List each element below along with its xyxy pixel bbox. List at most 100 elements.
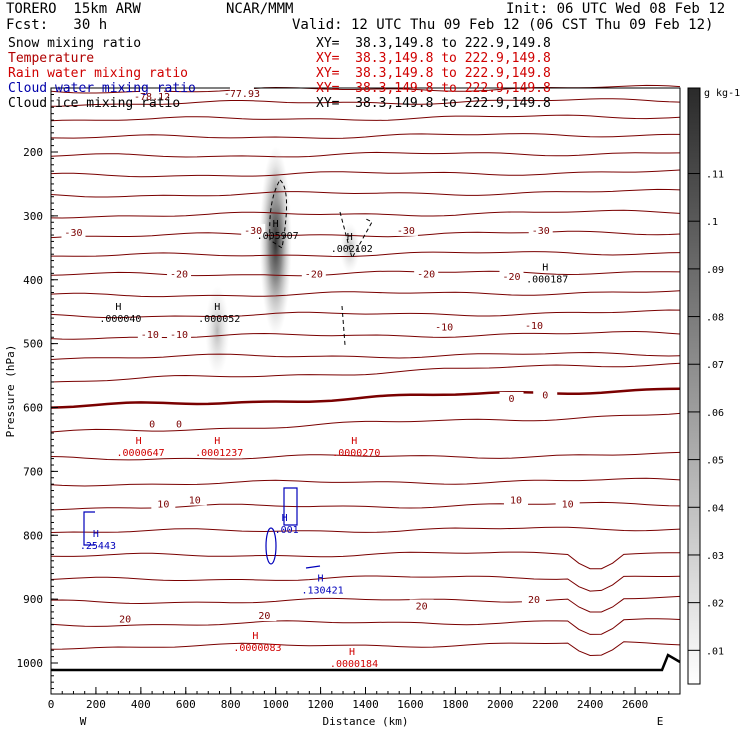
model-title: TORERO 15km ARW (6, 1, 141, 17)
isotherm-25 (50, 618, 681, 635)
colorbar-tick-label-5: .06 (706, 408, 724, 419)
x-tick-label-11: 2200 (532, 698, 559, 711)
x-tick-label-6: 1200 (307, 698, 334, 711)
isotherm-label-18: 10 (157, 499, 169, 510)
snow-max-marker-0: H (273, 219, 279, 230)
y-tick-label-0: 200 (23, 146, 43, 159)
x-tick-label-4: 800 (221, 698, 241, 711)
rain-max-marker-0: H (136, 436, 142, 447)
center-name: NCAR/MMM (226, 1, 294, 17)
colorbar-tick-label-8: .09 (706, 265, 724, 276)
y-axis-title: Pressure (hPa) (4, 345, 17, 438)
cloud-water-contour-1 (283, 487, 298, 526)
y-tick-label-7: 900 (23, 593, 43, 606)
valid-time: Valid: 12 UTC Thu 09 Feb 12 (06 CST Thu … (292, 17, 714, 33)
colorbar-tick-label-3: .04 (706, 503, 724, 514)
isotherm-label-1: -77.93 (224, 89, 260, 100)
isotherm-7 (50, 209, 681, 219)
isotherm-26 (50, 641, 681, 657)
snow-max-value-3: .000040 (99, 314, 141, 325)
isotherm-label-20: 10 (510, 495, 522, 506)
snow-shading-2 (205, 285, 230, 376)
rain-max-value-3: .0000083 (233, 643, 281, 654)
x-tick-label-10: 2000 (487, 698, 514, 711)
isotherm-15 (50, 362, 681, 383)
isotherm-label-21: 10 (562, 499, 574, 510)
isotherm-label-6: -20 (170, 269, 188, 280)
x-axis-title: Distance (km) (322, 715, 408, 728)
isotherm-label-10: -10 (141, 330, 159, 341)
isotherm-23 (50, 575, 681, 592)
isotherm-21 (50, 526, 681, 533)
field-name-1: Temperature (8, 51, 95, 66)
snow-max-value-4: .000052 (198, 314, 240, 325)
snow-max-marker-3: H (115, 302, 121, 313)
colorbar-tick-label-4: .05 (706, 456, 724, 467)
isotherm-9 (51, 251, 681, 258)
rain-max-marker-2: H (351, 436, 357, 447)
cloud-water-contour-3 (305, 565, 321, 569)
cloud-water-max-marker-0: H (93, 529, 99, 540)
snow-max-value-0: .005907 (257, 231, 299, 242)
isotherm-label-3: -30 (244, 226, 262, 237)
x-tick-label-0: 0 (48, 698, 55, 711)
cloud-ice-contour-1 (339, 211, 373, 260)
isotherm-3 (50, 133, 680, 139)
terrain-line (51, 653, 681, 672)
field-cross-section-3: XY= 38.3,149.8 to 222.9,149.8 (316, 81, 551, 96)
cloud-water-max-value-1: .001 (275, 525, 299, 536)
isotherm-label-23: 20 (258, 611, 270, 622)
isotherm-20 (50, 501, 681, 511)
field-cross-section-0: XY= 38.3,149.8 to 222.9,149.8 (316, 36, 551, 51)
cloud-ice-contour-2 (341, 305, 346, 346)
snow-max-marker-1: H (347, 232, 353, 243)
west-label: W (80, 715, 87, 728)
isotherm-label-13: -10 (525, 321, 543, 332)
isotherm-label-8: -20 (417, 269, 435, 280)
field-cross-section-4: XY= 38.3,149.8 to 222.9,149.8 (316, 96, 551, 111)
x-tick-label-1: 200 (86, 698, 106, 711)
x-tick-label-5: 1000 (262, 698, 289, 711)
isotherm-label-15: 0 (176, 419, 182, 430)
rain-max-marker-4: H (349, 647, 355, 658)
isotherm-label-11: -10 (170, 330, 188, 341)
y-tick-label-4: 600 (23, 402, 43, 415)
forecast-hour: Fcst: 30 h (6, 17, 108, 33)
isotherm-8 (50, 230, 681, 239)
colorbar-tick-label-9: .1 (706, 217, 718, 228)
cloud-water-max-marker-2: H (318, 574, 324, 585)
isotherm-10 (50, 270, 681, 277)
y-tick-label-6: 800 (23, 529, 43, 542)
isotherm-label-17: 0 (542, 391, 548, 402)
isotherm-19 (50, 477, 681, 487)
y-tick-label-2: 400 (23, 274, 43, 287)
x-tick-label-3: 600 (176, 698, 196, 711)
isotherm-label-22: 20 (119, 614, 131, 625)
isotherm-4 (50, 151, 681, 158)
east-label: E (657, 715, 664, 728)
isotherm-16 (50, 387, 681, 409)
cloud-water-max-value-0: .25443 (80, 541, 116, 552)
isotherm-22 (50, 551, 680, 570)
x-tick-label-2: 400 (131, 698, 151, 711)
isotherm-24 (50, 595, 681, 613)
colorbar-unit: g kg-1 (704, 88, 740, 99)
isotherm-label-16: 0 (509, 394, 515, 405)
snow-max-value-1: .002102 (331, 244, 373, 255)
colorbar-tick-label-10: .11 (706, 170, 724, 181)
isotherm-18 (50, 451, 681, 461)
isotherm-label-12: -10 (435, 322, 453, 333)
isotherm-12 (50, 309, 681, 319)
x-tick-label-13: 2600 (622, 698, 649, 711)
rain-max-value-4: .0000184 (330, 659, 378, 670)
colorbar-tick-label-2: .03 (706, 551, 724, 562)
rain-max-marker-1: H (214, 436, 220, 447)
x-tick-label-9: 1800 (442, 698, 469, 711)
y-tick-label-3: 500 (23, 338, 43, 351)
y-tick-label-5: 700 (23, 465, 43, 478)
colorbar-tick-label-1: .02 (706, 599, 724, 610)
x-tick-label-12: 2400 (577, 698, 604, 711)
cloud-water-max-value-2: .130421 (301, 586, 343, 597)
x-tick-label-7: 1400 (352, 698, 379, 711)
isotherm-label-5: -30 (532, 226, 550, 237)
